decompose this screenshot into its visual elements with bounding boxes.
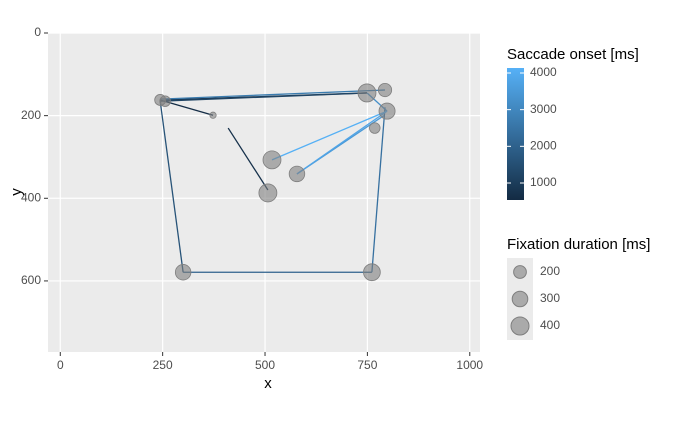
- saccade: [227, 127, 269, 191]
- color-legend-title: Saccade onset [ms]: [507, 46, 639, 63]
- saccade: [271, 110, 388, 161]
- fixation: [174, 264, 192, 281]
- saccade: [371, 107, 386, 273]
- fixation: [159, 95, 171, 107]
- colorbar: [507, 68, 524, 200]
- size-label: 300: [540, 291, 560, 305]
- x-tick-label: 750: [357, 358, 377, 372]
- fixation: [262, 150, 282, 170]
- saccade: [160, 89, 386, 100]
- y-axis-label: y: [8, 188, 25, 196]
- size-key: [511, 290, 529, 308]
- x-axis-label: x: [264, 375, 272, 392]
- fixation: [357, 83, 377, 103]
- size-label: 200: [540, 264, 560, 278]
- fixation: [363, 263, 381, 282]
- saccade: [296, 110, 388, 175]
- fixation: [209, 111, 217, 119]
- y-tick-label: 600: [21, 273, 41, 287]
- colorbar-label: 3000: [530, 102, 557, 116]
- fixation: [377, 82, 393, 98]
- fixation: [288, 165, 306, 183]
- x-tick-label: 1000: [456, 358, 483, 372]
- colorbar-label: 1000: [530, 175, 557, 189]
- colorbar-label: 2000: [530, 138, 557, 152]
- fixation: [258, 183, 278, 203]
- saccade: [159, 101, 184, 273]
- y-tick-label: 400: [21, 190, 41, 204]
- y-tick-label: 0: [34, 25, 41, 39]
- x-tick-label: 500: [255, 358, 275, 372]
- saccade: [160, 92, 368, 102]
- fixation: [378, 102, 396, 120]
- size-label: 400: [540, 318, 560, 332]
- y-tick-label: 200: [21, 108, 41, 122]
- x-tick-label: 0: [57, 358, 64, 372]
- colorbar-label: 4000: [530, 65, 557, 79]
- x-tick-label: 250: [153, 358, 173, 372]
- size-legend-title: Fixation duration [ms]: [507, 236, 650, 253]
- size-key: [510, 316, 530, 336]
- size-key: [513, 265, 527, 279]
- fixation: [369, 122, 381, 134]
